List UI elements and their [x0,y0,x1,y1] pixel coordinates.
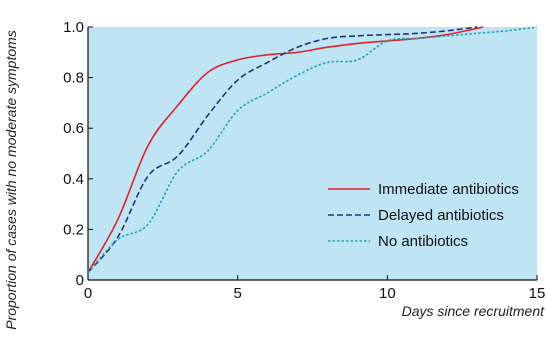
y-tick-label: 0.6 [63,120,84,137]
y-tick-label: 0 [76,272,84,289]
legend-label: Immediate antibiotics [378,181,519,198]
legend: Immediate antibiotics Delayed antibiotics… [328,181,519,250]
y-axis-title: Proportion of cases with no moderate sym… [3,30,19,330]
y-tick-label: 0.2 [63,221,84,238]
y-tick-label: 0.8 [63,70,84,87]
plot-area [88,27,537,280]
legend-label: No antibiotics [378,233,468,250]
x-axis-title: Days since recruitment [402,303,545,319]
x-tick-label: 10 [379,285,396,302]
series-line-3 [87,26,538,273]
y-tick-label: 1.0 [63,19,84,36]
axes: 0 0.2 0.4 0.6 0.8 1.0 0 5 10 15 [63,19,545,302]
series-line-1 [87,26,484,273]
x-tick-label: 5 [233,285,241,302]
x-tick-label: 15 [529,285,546,302]
y-tick-label: 0.4 [63,171,84,188]
series-layer [87,26,538,273]
x-tick-label: 0 [84,285,92,302]
legend-label: Delayed antibiotics [378,207,504,224]
series-line-2 [87,26,478,273]
